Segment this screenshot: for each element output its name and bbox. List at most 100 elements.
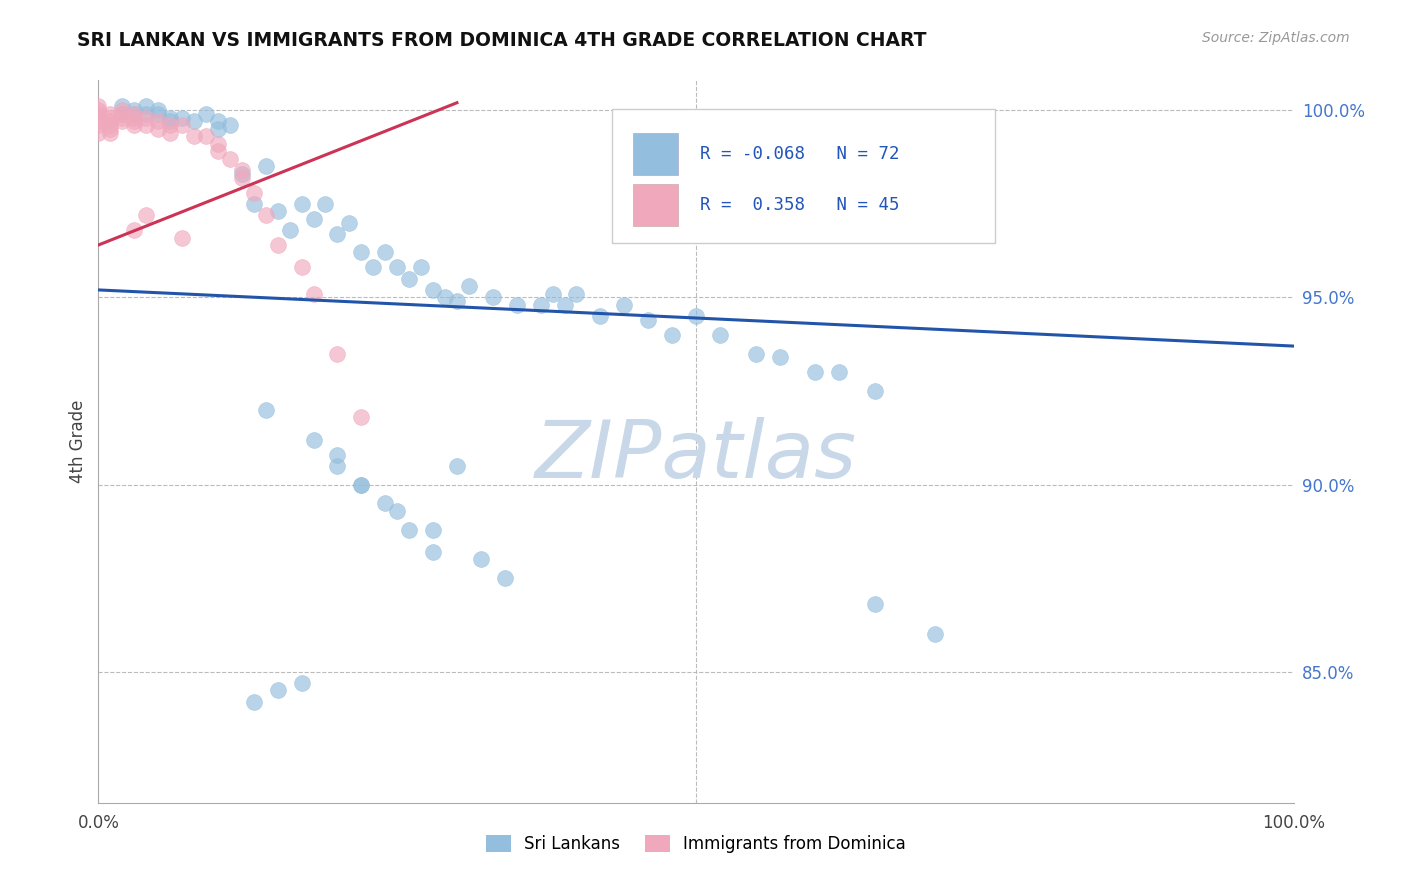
Point (111, 107, 134, 121)
Point (422, 545, 444, 559)
Point (124, 223, 146, 237)
Point (159, 126, 181, 140)
Point (291, 260, 314, 275)
Point (254, 160, 277, 174)
Point (768, 351, 790, 365)
Point (219, 152, 242, 166)
Point (411, 260, 433, 275)
Point (111, 114, 134, 128)
Point (148, 122, 170, 136)
Text: Source: ZipAtlas.com: Source: ZipAtlas.com (1202, 31, 1350, 45)
Point (541, 286, 564, 301)
Point (302, 211, 325, 226)
Point (87, 114, 110, 128)
Point (254, 402, 277, 417)
Point (267, 238, 290, 252)
Point (385, 260, 409, 275)
Point (530, 298, 553, 312)
Point (124, 118, 146, 132)
Point (124, 111, 146, 125)
Point (254, 208, 277, 222)
Point (398, 271, 420, 285)
Point (446, 458, 468, 473)
Point (924, 627, 946, 641)
Point (267, 683, 290, 698)
Point (183, 129, 205, 144)
Point (302, 286, 325, 301)
Point (124, 103, 146, 118)
Point (458, 279, 481, 293)
Point (111, 99, 134, 113)
Point (159, 111, 181, 125)
Point (828, 365, 851, 379)
Point (481, 290, 505, 304)
Point (613, 298, 636, 312)
FancyBboxPatch shape (613, 109, 995, 243)
Point (554, 298, 576, 312)
Point (159, 118, 181, 132)
Point (363, 260, 385, 275)
Point (111, 107, 134, 121)
Text: SRI LANKAN VS IMMIGRANTS FROM DOMINICA 4TH GRADE CORRELATION CHART: SRI LANKAN VS IMMIGRANTS FROM DOMINICA 4… (77, 31, 927, 50)
Point (470, 552, 492, 566)
Point (565, 286, 588, 301)
Point (87, 118, 110, 132)
Point (243, 186, 266, 200)
Point (98, 111, 122, 125)
Point (326, 227, 349, 241)
Point (87, 126, 110, 140)
Point (111, 111, 134, 125)
Point (135, 99, 157, 113)
Point (207, 136, 229, 151)
Point (98, 107, 122, 121)
Point (350, 245, 373, 260)
Point (207, 122, 229, 136)
Point (326, 458, 349, 473)
Point (172, 230, 194, 244)
Point (87, 103, 110, 118)
Point (111, 103, 134, 118)
Y-axis label: 4th Grade: 4th Grade (69, 400, 87, 483)
Point (195, 107, 218, 121)
Point (124, 107, 146, 121)
Point (398, 523, 420, 537)
Point (302, 433, 325, 447)
Point (661, 327, 683, 342)
FancyBboxPatch shape (633, 133, 678, 175)
Point (506, 298, 529, 312)
Point (745, 346, 768, 360)
Point (207, 114, 229, 128)
Point (98, 114, 122, 128)
FancyBboxPatch shape (633, 185, 678, 227)
Point (243, 695, 266, 709)
Point (207, 145, 229, 159)
Point (231, 167, 253, 181)
Point (98, 122, 122, 136)
Point (291, 196, 314, 211)
Point (148, 114, 170, 128)
Point (278, 223, 301, 237)
Point (124, 107, 146, 121)
Point (326, 448, 349, 462)
Point (195, 129, 218, 144)
Point (804, 365, 827, 379)
Point (422, 523, 444, 537)
Point (374, 245, 396, 260)
Point (135, 118, 157, 132)
Point (183, 114, 205, 128)
Point (434, 290, 457, 304)
Point (219, 118, 242, 132)
Point (446, 294, 468, 309)
Point (637, 313, 659, 327)
Point (709, 327, 731, 342)
Point (350, 477, 373, 491)
Point (385, 504, 409, 518)
Point (124, 114, 146, 128)
Point (231, 170, 253, 185)
Point (339, 215, 361, 229)
Point (98, 118, 122, 132)
Text: R = -0.068   N = 72: R = -0.068 N = 72 (700, 145, 898, 163)
Point (98, 126, 122, 140)
Point (291, 676, 314, 690)
Point (148, 103, 170, 118)
